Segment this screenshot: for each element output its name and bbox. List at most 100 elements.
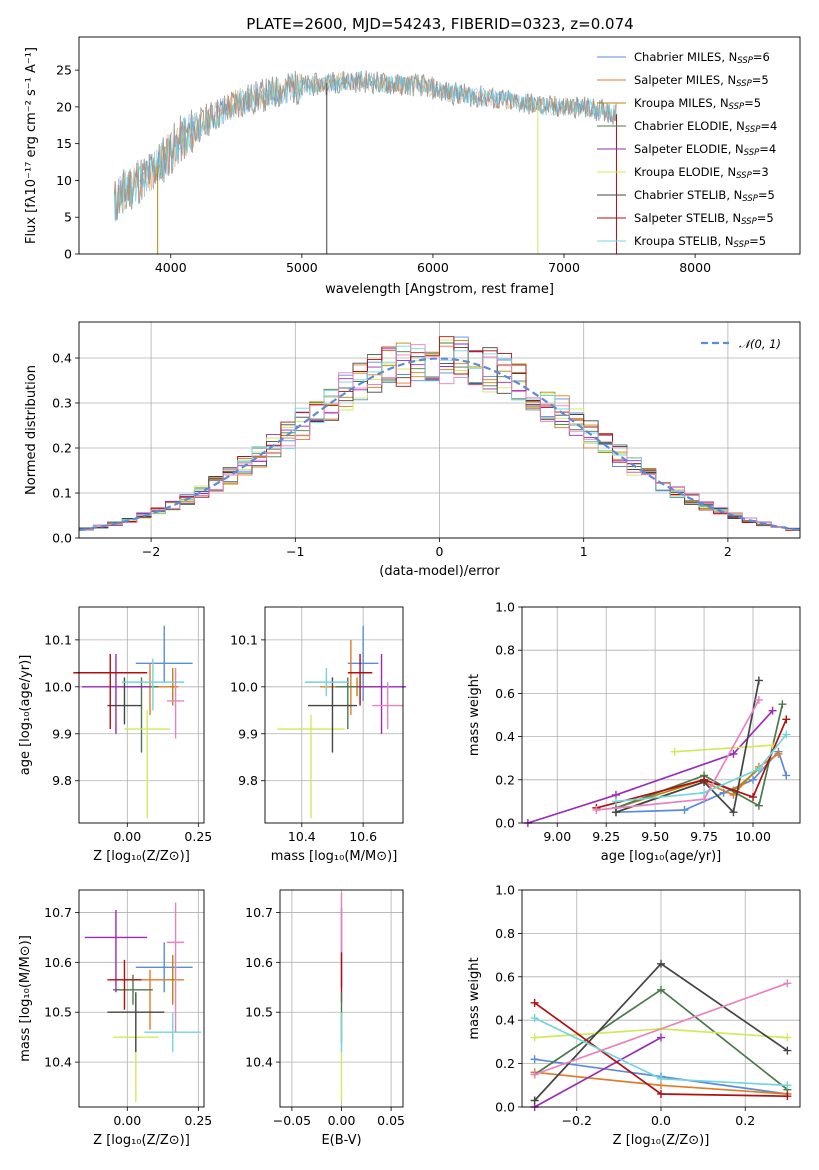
- weight-line: [596, 718, 788, 809]
- spectrum-lines: [113, 70, 617, 254]
- spectrum-line: [114, 71, 617, 220]
- x-axis-label: Z [log₁₀(Z/Z⊙)]: [613, 1133, 710, 1148]
- y-tick-label: 0.6: [495, 686, 515, 701]
- legend-entry: Salpeter MILES, NSSP=5: [634, 73, 769, 89]
- y-axis-label: mass [log₁₀(M/M⊙)]: [18, 935, 33, 1062]
- y-tick-label: 10.6: [44, 955, 72, 970]
- y-tick-label: 25: [56, 63, 72, 78]
- weight-marker: [530, 998, 539, 1007]
- weight-marker: [530, 1096, 539, 1105]
- weight-marker: [754, 801, 763, 810]
- x-axis-label: Z [log₁₀(Z/Z⊙)]: [93, 1133, 190, 1148]
- legend-label: Chabrier ELODIE, N: [634, 119, 745, 133]
- weight-marker: [530, 1055, 539, 1064]
- x-tick-label: 9.25: [592, 829, 620, 844]
- x-tick-label: 0.00: [113, 829, 141, 844]
- x-axis-label: age [log₁₀(age/yr)]: [601, 849, 722, 864]
- x-tick-label: 1: [580, 544, 588, 559]
- legend-label: Chabrier STELIB, N: [634, 188, 742, 202]
- weight-marker: [700, 795, 709, 804]
- y-tick-label: 10.0: [44, 679, 72, 694]
- age-weight-panel: 9.00 9.25 9.50 9.75 10.00 0.0 0.2 0.4 0.6 0.8 1.0 a…: [467, 600, 801, 864]
- y-tick-label: 10.4: [245, 1055, 273, 1070]
- y-tick-label: 0.3: [52, 396, 72, 411]
- spectrum-line: [114, 72, 617, 222]
- x-axis-label: wavelength [Angstrom, rest frame]: [325, 282, 554, 297]
- weight-marker: [657, 959, 665, 968]
- legend-subscript: SSP: [742, 194, 758, 204]
- legend-entry: Salpeter ELODIE, NSSP=4: [634, 142, 776, 158]
- legend-label: Kroupa STELIB, N: [634, 234, 734, 248]
- figure-title: PLATE=2600, MJD=54243, FIBERID=0323, z=0…: [246, 15, 633, 33]
- Z-mass-panel: 0.00 0.25 10.4 10.5 10.6 10.7 Z [log₁₀(Z/Z⊙)] m…: [18, 889, 212, 1148]
- x-tick-label: −2: [142, 544, 160, 559]
- weight-series: [523, 676, 791, 827]
- y-tick-label: 10.7: [245, 905, 273, 920]
- y-tick-label: 0.8: [495, 643, 515, 658]
- legend-subscript: SSP: [744, 148, 760, 158]
- legend-count: =4: [760, 119, 777, 133]
- y-tick-label: 0.4: [52, 351, 72, 366]
- weight-marker: [778, 700, 787, 709]
- y-tick-label: 0.4: [495, 729, 515, 744]
- weight-marker: [754, 676, 763, 685]
- axes-frame: [279, 889, 404, 1108]
- x-axis-label: (data-model)/error: [379, 564, 500, 579]
- weight-marker: [749, 793, 758, 802]
- y-tick-label: 10.5: [245, 1005, 273, 1020]
- weight-marker: [782, 730, 791, 739]
- legend-subscript: SSP: [729, 102, 745, 112]
- axes-frame: [78, 321, 801, 539]
- y-tick-label: 5: [64, 210, 72, 225]
- weight-marker: [657, 1089, 665, 1098]
- histograms: [78, 336, 801, 532]
- y-tick-label: 0.0: [52, 531, 72, 546]
- x-tick-label: 9.50: [641, 829, 669, 844]
- x-tick-label: 6000: [417, 260, 449, 275]
- y-tick-label: 10: [56, 173, 72, 188]
- legend-count: =5: [757, 211, 774, 225]
- weight-line: [534, 1036, 662, 1108]
- weight-marker: [611, 797, 620, 806]
- y-tick-label: 0.6: [495, 969, 515, 984]
- weight-marker: [783, 1092, 792, 1101]
- legend-subscript: SSP: [734, 240, 750, 250]
- legend-entry: Chabrier MILES, NSSP=6: [634, 50, 770, 66]
- x-tick-label: 0.25: [184, 829, 212, 844]
- x-tick-label: 5000: [286, 260, 318, 275]
- x-tick-label: 4000: [155, 260, 187, 275]
- weight-marker: [783, 1033, 792, 1042]
- legend-label: Salpeter MILES, N: [634, 73, 736, 87]
- legend-subscript: SSP: [736, 171, 752, 181]
- weight-marker: [729, 808, 738, 817]
- x-tick-label: 9.75: [690, 829, 718, 844]
- weight-marker: [783, 979, 792, 988]
- legend-count: =5: [752, 73, 769, 87]
- legend-entry: Chabrier ELODIE, NSSP=4: [634, 119, 777, 135]
- y-tick-label: 0: [64, 247, 72, 262]
- y-tick-label: 0.2: [495, 772, 515, 787]
- panels: 4000 5000 6000 7000 80000510152025wavelength…: [18, 36, 801, 1148]
- x-tick-label: 10.4: [288, 829, 316, 844]
- weight-marker: [657, 985, 665, 994]
- y-tick-label: 15: [56, 136, 72, 151]
- Z-weight-panel: −0.2 0.0 0.2 0.0 0.2 0.4 0.6 0.8 1.0 Z [log₁₀(Z/Z…: [467, 883, 801, 1148]
- error-bars: [277, 625, 407, 819]
- axes-frame: [521, 606, 801, 824]
- weight-marker: [700, 775, 709, 784]
- y-tick-label: 0.0: [495, 1100, 515, 1115]
- axes-frame: [521, 889, 801, 1108]
- legend-entry: 𝒩(0, 1): [739, 337, 781, 351]
- axes-frame: [78, 36, 801, 255]
- weight-marker: [774, 749, 783, 758]
- x-axis-label: Z [log₁₀(Z/Z⊙)]: [93, 849, 190, 864]
- y-tick-label: 10.7: [44, 905, 72, 920]
- y-tick-label: 0.8: [495, 926, 515, 941]
- y-tick-label: 9.9: [52, 726, 72, 741]
- weight-marker: [754, 695, 763, 704]
- legend-subscript: SSP: [737, 56, 753, 66]
- Z-age-panel: 0.00 0.25 9.8 9.9 10.0 10.1 Z [log₁₀(Z/Z⊙)] age…: [18, 606, 212, 864]
- ebv-mass-panel: −0.05 0.00 0.05 10.4 10.5 10.6 10.7 E(B-V): [245, 889, 405, 1148]
- y-tick-label: 10.5: [44, 1005, 72, 1020]
